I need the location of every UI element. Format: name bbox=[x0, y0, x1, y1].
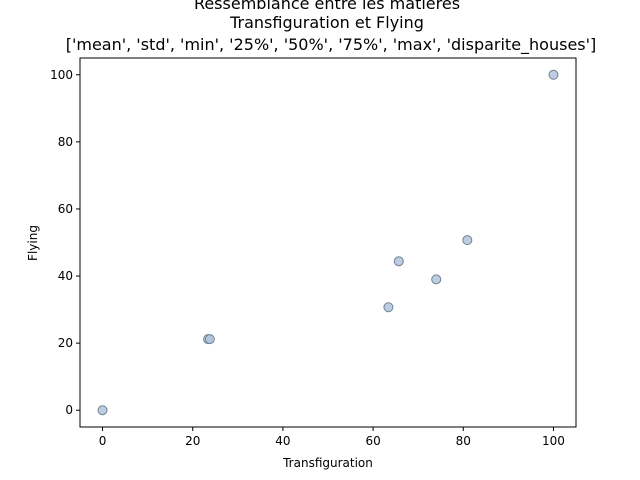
x-tick-label: 20 bbox=[185, 434, 200, 448]
scatter-point bbox=[204, 334, 215, 345]
y-tick-label: 100 bbox=[50, 68, 73, 82]
chart-title-line-2: Transfiguration et Flying bbox=[229, 13, 424, 32]
y-tick-label: 60 bbox=[58, 202, 73, 216]
x-tick-label: 100 bbox=[542, 434, 565, 448]
chart-title-line-3: ['mean', 'std', 'min', '25%', '50%', '75… bbox=[66, 35, 597, 55]
x-axis-label: Transfiguration bbox=[282, 456, 373, 470]
chart-title-line-1: Ressemblance entre les matières bbox=[194, 0, 460, 13]
x-tick-label: 0 bbox=[99, 434, 107, 448]
scatter-point bbox=[97, 405, 108, 416]
x-tick-label: 80 bbox=[456, 434, 471, 448]
y-tick-label: 40 bbox=[58, 269, 73, 283]
scatter-point bbox=[393, 256, 404, 267]
y-tick-label: 80 bbox=[58, 135, 73, 149]
x-tick-label: 40 bbox=[275, 434, 290, 448]
y-tick-label: 0 bbox=[65, 403, 73, 417]
scatter-point bbox=[462, 235, 473, 246]
chart-title: Ressemblance entre les matières Transfig… bbox=[66, 0, 597, 55]
y-axis-label: Flying bbox=[26, 225, 40, 261]
y-tick-label: 20 bbox=[58, 336, 73, 350]
plot-frame bbox=[79, 57, 577, 428]
scatter-point bbox=[383, 302, 394, 313]
scatter-point bbox=[548, 69, 559, 80]
scatter-point bbox=[431, 274, 442, 285]
x-tick-label: 60 bbox=[365, 434, 380, 448]
data-points bbox=[97, 69, 559, 416]
axis-ticks: 0 20 40 60 80 100 0 20 40 60 80 100 bbox=[50, 68, 565, 448]
